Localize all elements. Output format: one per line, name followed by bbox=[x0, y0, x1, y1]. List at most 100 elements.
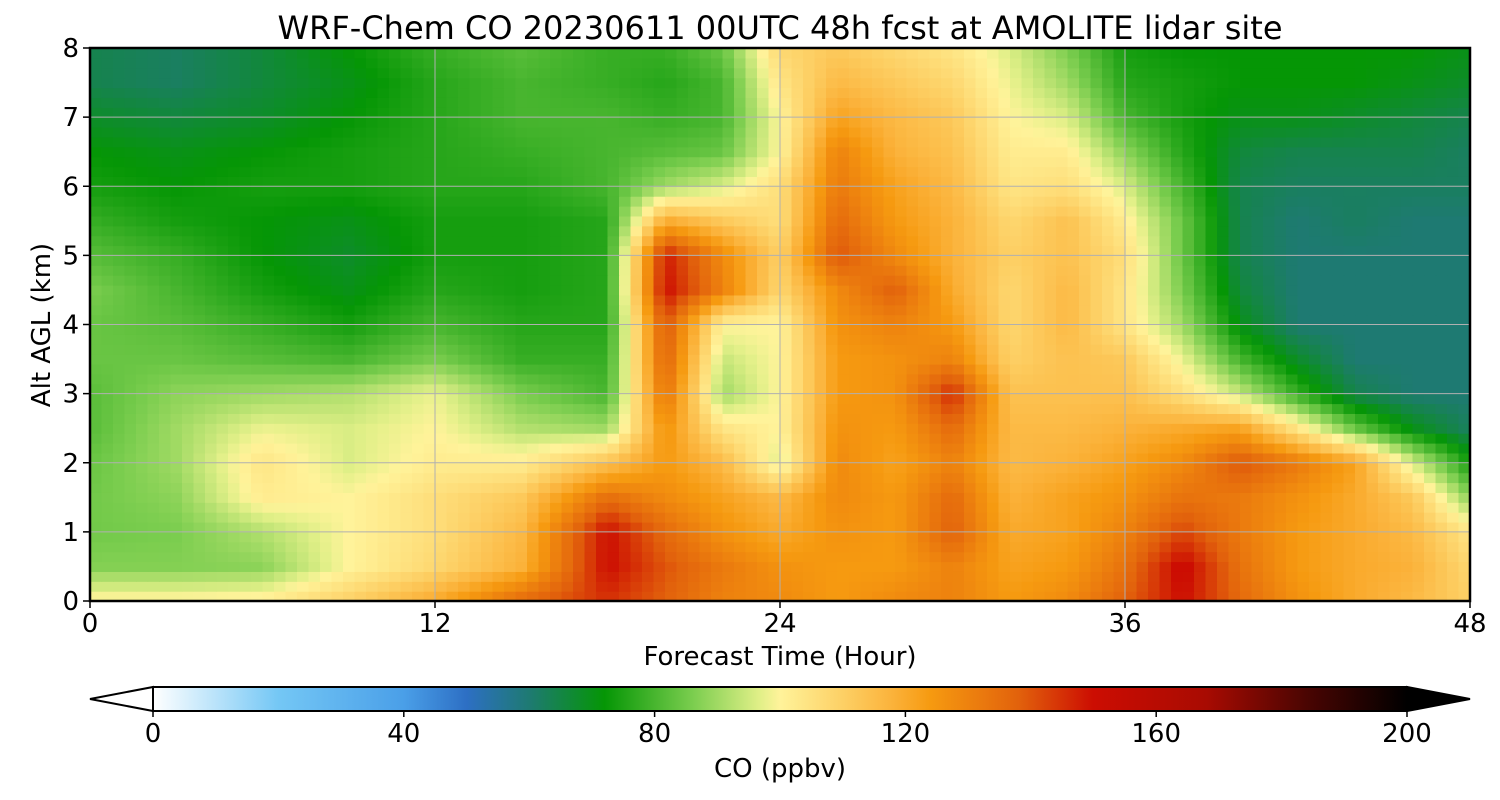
contour-cell bbox=[987, 443, 1000, 454]
contour-cell bbox=[1056, 324, 1069, 335]
contour-cell bbox=[688, 502, 701, 513]
contour-cell bbox=[124, 206, 137, 217]
contour-cell bbox=[354, 591, 367, 602]
contour-cell bbox=[377, 492, 390, 503]
contour-cell bbox=[182, 364, 195, 375]
contour-cell bbox=[136, 245, 149, 256]
contour-cell bbox=[699, 235, 712, 247]
contour-cell bbox=[435, 462, 448, 474]
contour-cell bbox=[90, 344, 103, 355]
contour-cell bbox=[527, 285, 540, 296]
contour-cell bbox=[1010, 571, 1023, 582]
contour-cell bbox=[1389, 344, 1402, 355]
contour-cell bbox=[1240, 561, 1253, 572]
contour-cell bbox=[527, 551, 540, 563]
contour-cell bbox=[251, 433, 264, 444]
contour-cell bbox=[1102, 245, 1115, 256]
contour-cell bbox=[1125, 364, 1138, 375]
contour-cell bbox=[285, 531, 298, 543]
contour-cell bbox=[274, 482, 287, 493]
contour-cell bbox=[124, 354, 137, 365]
contour-cell bbox=[492, 413, 505, 424]
contour-cell bbox=[1102, 413, 1115, 424]
contour-cell bbox=[147, 334, 160, 345]
contour-cell bbox=[504, 324, 517, 335]
contour-cell bbox=[239, 344, 252, 355]
contour-cell bbox=[964, 314, 977, 326]
contour-cell bbox=[389, 472, 402, 484]
contour-cell bbox=[1274, 196, 1287, 207]
contour-cell bbox=[1274, 265, 1287, 276]
contour-cell bbox=[354, 413, 367, 424]
contour-cell bbox=[1274, 344, 1287, 355]
contour-cell bbox=[1286, 531, 1299, 543]
contour-cell bbox=[1010, 255, 1023, 266]
contour-cell bbox=[193, 581, 206, 592]
contour-cell bbox=[1435, 334, 1448, 345]
contour-cell bbox=[757, 492, 770, 503]
contour-cell bbox=[170, 364, 183, 375]
contour-cell bbox=[228, 541, 241, 553]
contour-cell bbox=[170, 215, 183, 227]
contour-cell bbox=[665, 245, 678, 256]
contour-cell bbox=[745, 304, 758, 316]
contour-cell bbox=[1320, 512, 1333, 523]
contour-cell bbox=[193, 275, 206, 286]
contour-cell bbox=[1044, 393, 1057, 405]
contour-cell bbox=[1021, 235, 1034, 247]
contour-cell bbox=[1113, 492, 1126, 503]
contour-cell bbox=[941, 561, 954, 572]
contour-cell bbox=[124, 196, 137, 207]
contour-cell bbox=[803, 285, 816, 296]
contour-cell bbox=[1343, 255, 1356, 266]
contour-cell bbox=[860, 452, 873, 464]
contour-cell bbox=[941, 255, 954, 266]
contour-cell bbox=[642, 373, 655, 385]
contour-cell bbox=[688, 472, 701, 484]
contour-cell bbox=[1320, 393, 1333, 405]
contour-cell bbox=[987, 472, 1000, 484]
contour-cell bbox=[239, 462, 252, 474]
contour-cell bbox=[113, 285, 126, 296]
contour-cell bbox=[343, 452, 356, 464]
contour-cell bbox=[527, 502, 540, 513]
contour-cell bbox=[1286, 206, 1299, 217]
contour-cell bbox=[1435, 443, 1448, 454]
contour-cell bbox=[285, 373, 298, 385]
contour-cell bbox=[469, 215, 482, 227]
contour-cell bbox=[642, 196, 655, 207]
contour-cell bbox=[527, 186, 540, 197]
contour-cell bbox=[975, 472, 988, 484]
contour-cell bbox=[1401, 531, 1414, 543]
contour-cell bbox=[768, 225, 781, 237]
contour-cell bbox=[1309, 314, 1322, 326]
contour-cell bbox=[550, 581, 563, 592]
contour-cell bbox=[1401, 482, 1414, 493]
contour-cell bbox=[757, 472, 770, 484]
contour-cell bbox=[688, 512, 701, 523]
contour-cell bbox=[147, 225, 160, 237]
contour-cell bbox=[1458, 581, 1471, 592]
contour-cell bbox=[1125, 196, 1138, 207]
contour-cell bbox=[1056, 413, 1069, 424]
contour-cell bbox=[389, 285, 402, 296]
contour-cell bbox=[1217, 433, 1230, 444]
contour-cell bbox=[1148, 462, 1161, 474]
contour-cell bbox=[170, 314, 183, 326]
contour-cell bbox=[906, 443, 919, 454]
contour-cell bbox=[918, 443, 931, 454]
contour-cell bbox=[642, 423, 655, 434]
contour-cell bbox=[377, 245, 390, 256]
contour-cell bbox=[251, 186, 264, 197]
contour-cell bbox=[193, 245, 206, 256]
contour-cell bbox=[849, 452, 862, 464]
contour-cell bbox=[504, 433, 517, 444]
contour-cell bbox=[1458, 235, 1471, 247]
contour-cell bbox=[1401, 472, 1414, 484]
contour-cell bbox=[469, 393, 482, 405]
contour-cell bbox=[895, 196, 908, 207]
contour-cell bbox=[239, 433, 252, 444]
contour-cell bbox=[1021, 452, 1034, 464]
contour-cell bbox=[1332, 462, 1345, 474]
contour-cell bbox=[1044, 581, 1057, 592]
